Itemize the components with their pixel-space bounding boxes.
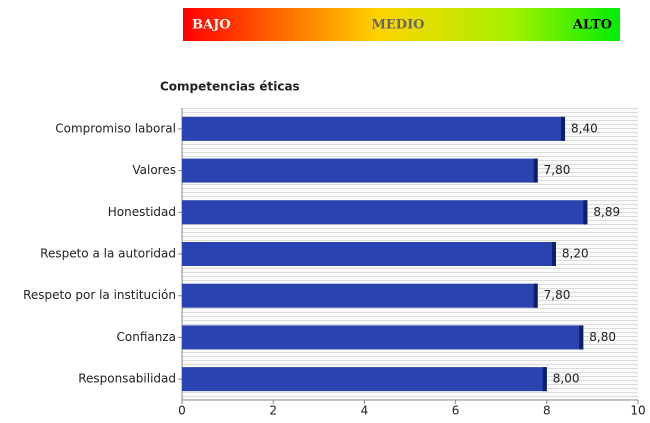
bar-edge (533, 283, 538, 308)
chart-title: Competencias éticas (160, 80, 300, 94)
value-label: 8,80 (589, 330, 616, 344)
y-tick-label: Confianza (117, 330, 177, 344)
value-label: 8,89 (593, 205, 620, 219)
bar (182, 158, 538, 183)
bar (182, 242, 556, 266)
scale-label: BAJO (192, 18, 231, 33)
y-tick-label: Responsabilidad (78, 372, 176, 386)
value-label: 8,00 (553, 372, 580, 386)
scale-label: ALTO (572, 18, 612, 33)
y-tick-label: Valores (132, 163, 176, 177)
bar (182, 116, 566, 141)
x-tick-label: 4 (361, 404, 369, 418)
value-label: 7,80 (544, 163, 571, 177)
y-tick-label: Respeto a la autoridad (40, 247, 176, 261)
bar (182, 325, 584, 350)
x-tick-label: 10 (630, 404, 645, 418)
bar-edge (542, 367, 547, 392)
bar (182, 367, 547, 392)
value-label: 7,80 (544, 288, 571, 302)
bar-edge (583, 200, 588, 225)
y-tick-label: Honestidad (108, 205, 176, 219)
bar (182, 200, 588, 225)
x-tick-label: 6 (452, 404, 460, 418)
bar-edge (533, 158, 538, 183)
scale-label: MEDIO (372, 18, 425, 33)
bar-edge (561, 116, 566, 141)
y-tick-label: Compromiso laboral (55, 121, 176, 135)
value-label: 8,20 (562, 247, 589, 261)
x-tick-label: 8 (543, 404, 551, 418)
x-tick-label: 0 (178, 404, 186, 418)
bar-edge (579, 325, 584, 350)
scale-gradient (183, 8, 620, 41)
bar (182, 283, 538, 308)
value-label: 8,40 (571, 121, 598, 135)
x-tick-label: 2 (269, 404, 277, 418)
bar-edge (551, 242, 556, 266)
y-tick-label: Respeto por la institución (23, 288, 176, 302)
